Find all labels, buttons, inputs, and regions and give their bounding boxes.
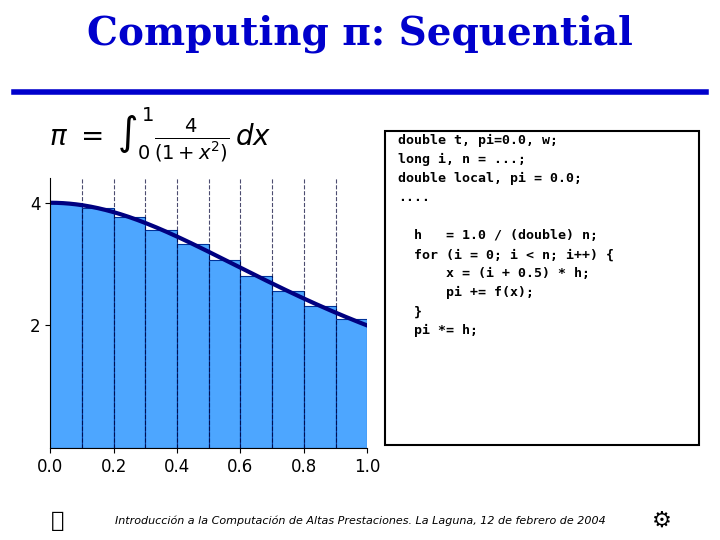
Text: double t, pi=0.0, w;
long i, n = ...;
double local, pi = 0.0;
....

  h   = 1.0 : double t, pi=0.0, w; long i, n = ...; do…: [397, 134, 613, 338]
Bar: [336, 319, 367, 448]
Bar: [114, 217, 145, 448]
FancyBboxPatch shape: [385, 131, 699, 445]
Bar: [304, 306, 336, 448]
Text: Computing π: Sequential: Computing π: Sequential: [87, 15, 633, 53]
Text: ⚙: ⚙: [652, 511, 672, 531]
Bar: [145, 230, 177, 448]
Bar: [240, 275, 272, 448]
Text: Introducción a la Computación de Altas Prestaciones. La Laguna, 12 de febrero de: Introducción a la Computación de Altas P…: [114, 516, 606, 526]
Bar: [209, 260, 240, 448]
Text: 🐧: 🐧: [51, 511, 64, 531]
Bar: [82, 208, 114, 448]
Text: $\pi\ =\ \int_0^1 \frac{4}{(1+x^2)}\,dx$: $\pi\ =\ \int_0^1 \frac{4}{(1+x^2)}\,dx$: [49, 106, 271, 164]
Bar: [50, 204, 82, 448]
Bar: [272, 291, 304, 448]
Bar: [177, 244, 209, 448]
